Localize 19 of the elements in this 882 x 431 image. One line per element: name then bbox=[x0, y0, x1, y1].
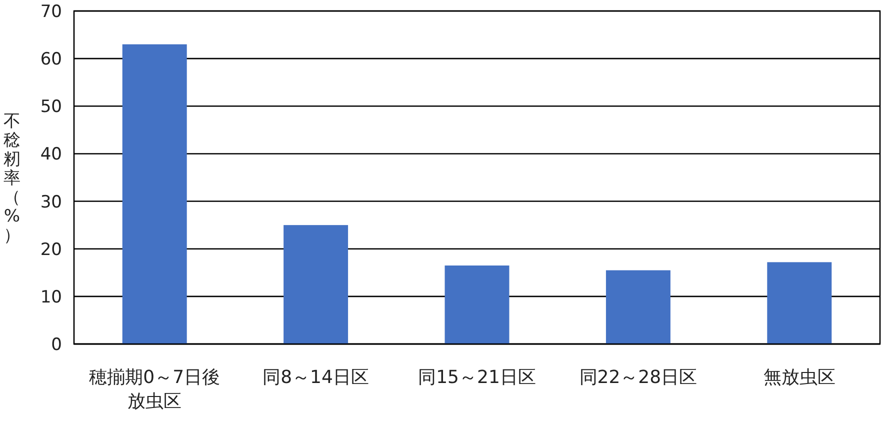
x-tick-label: 同8～14日区 bbox=[262, 367, 369, 388]
y-tick-label: 40 bbox=[40, 144, 62, 165]
y-tick-label: 20 bbox=[40, 240, 62, 260]
bar bbox=[284, 225, 348, 344]
y-tick-label: 60 bbox=[40, 50, 62, 70]
bar bbox=[444, 266, 510, 344]
x-tick-label: 同22～28日区 bbox=[579, 367, 698, 388]
x-tick-label: 穂揃期0～7日後放虫区 bbox=[89, 367, 220, 412]
y-axis-title: 不稔籾率（%） bbox=[4, 112, 20, 246]
bar bbox=[767, 262, 832, 344]
y-tick-label: 0 bbox=[51, 335, 62, 355]
y-tick-label: 30 bbox=[40, 192, 62, 212]
y-tick-label: 70 bbox=[40, 2, 62, 22]
x-tick-label: 同15～21日区 bbox=[418, 367, 536, 388]
y-tick-label: 50 bbox=[40, 97, 62, 118]
y-tick-label: 10 bbox=[40, 287, 62, 308]
bar bbox=[606, 270, 670, 344]
x-tick-label: 無放虫区 bbox=[763, 367, 836, 388]
bar bbox=[122, 44, 187, 344]
